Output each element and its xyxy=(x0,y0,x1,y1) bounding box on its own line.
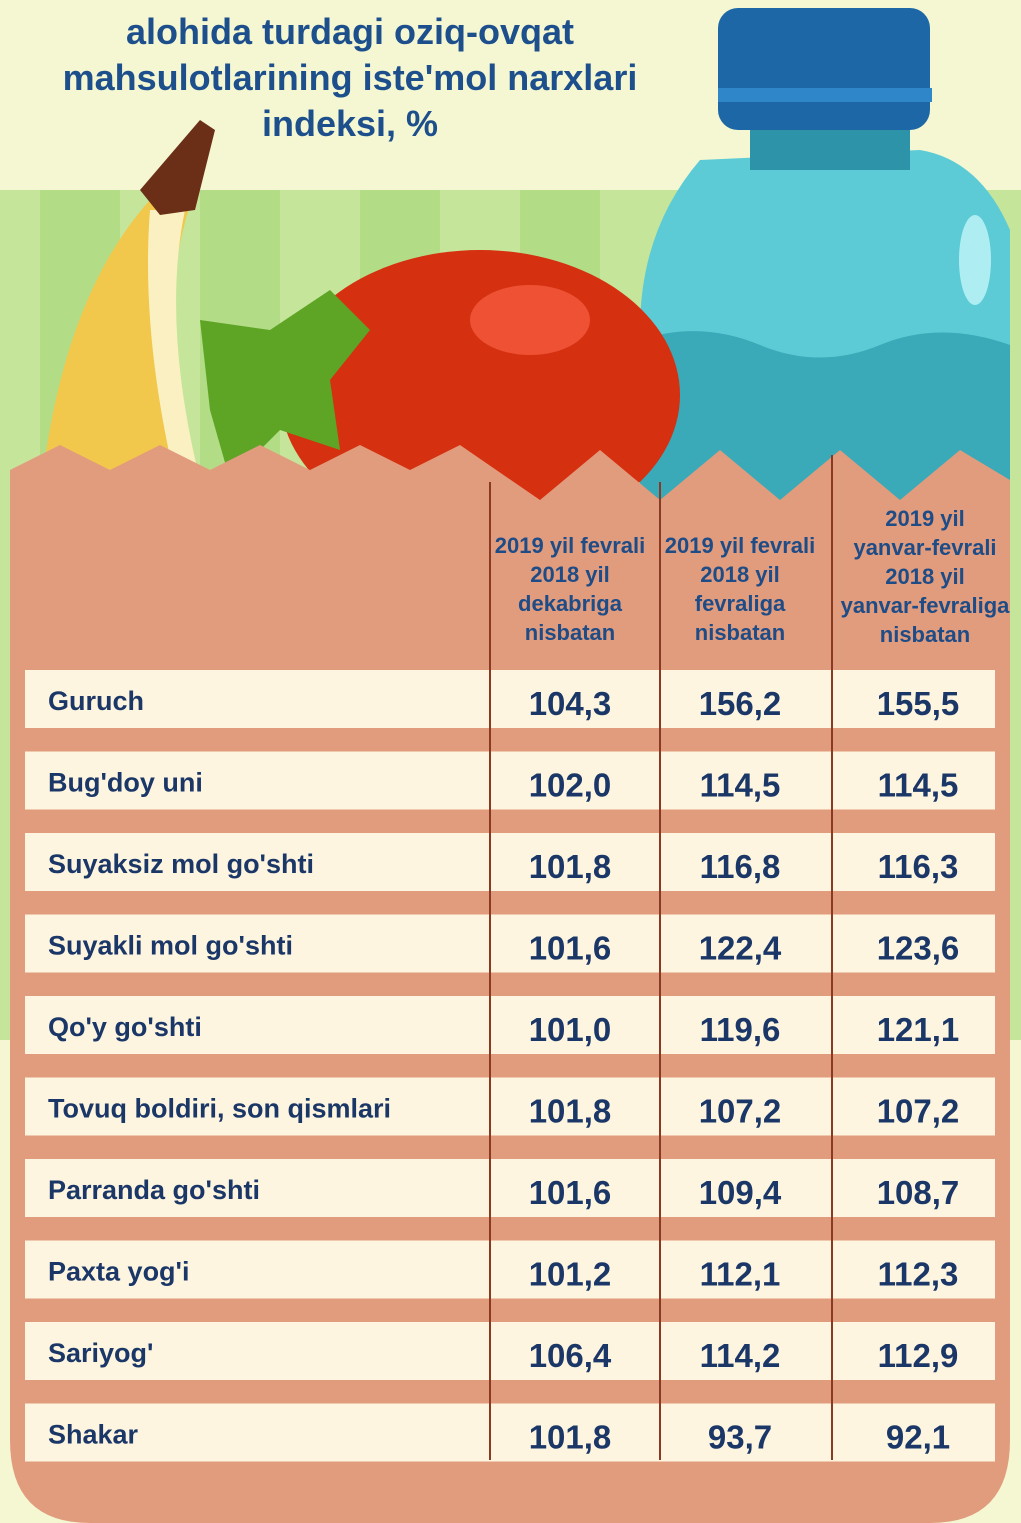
table-rows xyxy=(25,670,995,1462)
row-band xyxy=(25,833,995,891)
row-label: Suyakli mol go'shti xyxy=(48,931,293,961)
column-header: nisbatan xyxy=(525,620,615,645)
cell-value: 107,2 xyxy=(699,1093,782,1130)
row-band xyxy=(25,1403,995,1462)
row-band xyxy=(25,1240,995,1299)
cell-value: 101,8 xyxy=(529,848,612,885)
column-dividers xyxy=(489,455,833,1460)
cell-value: 102,0 xyxy=(529,767,612,804)
cell-value: 122,4 xyxy=(699,930,782,967)
cell-value: 109,4 xyxy=(699,1174,782,1211)
cell-value: 101,6 xyxy=(529,930,612,967)
cell-value: 112,3 xyxy=(878,1256,959,1293)
row-label: Suyaksiz mol go'shti xyxy=(48,849,314,879)
title-line: indeksi, % xyxy=(262,103,438,144)
cell-value: 121,1 xyxy=(877,1011,960,1048)
cell-value: 114,5 xyxy=(878,767,959,804)
column-header: nisbatan xyxy=(880,622,970,647)
row-label: Bug'doy uni xyxy=(48,768,203,798)
cell-value: 112,1 xyxy=(700,1256,781,1293)
row-label: Parranda go'shti xyxy=(48,1175,260,1205)
column-header: 2018 yil xyxy=(885,564,965,589)
row-band xyxy=(25,1322,995,1380)
title-line: mahsulotlarining iste'mol narxlari xyxy=(63,57,638,98)
row-band xyxy=(25,1077,995,1136)
cell-value: 114,5 xyxy=(700,767,781,804)
cell-value: 112,9 xyxy=(878,1337,959,1374)
cell-value: 116,3 xyxy=(878,848,959,885)
row-label: Qo'y go'shti xyxy=(48,1012,202,1042)
cell-value: 101,6 xyxy=(529,1174,612,1211)
row-label: Guruch xyxy=(48,686,144,716)
row-band xyxy=(25,670,995,728)
column-header: yanvar-fevrali xyxy=(853,535,996,560)
cell-value: 104,3 xyxy=(529,685,612,722)
cell-value: 108,7 xyxy=(877,1174,960,1211)
row-band xyxy=(25,1159,995,1217)
texts: alohida turdagi oziq-ovqat mahsulotlarini… xyxy=(48,11,1010,1456)
row-label: Tovuq boldiri, son qismlari xyxy=(48,1094,391,1124)
column-header: 2019 yil fevrali xyxy=(665,533,815,558)
column-header: nisbatan xyxy=(695,620,785,645)
column-header: 2018 yil xyxy=(530,562,610,587)
cell-value: 156,2 xyxy=(699,685,782,722)
row-band xyxy=(25,751,995,810)
cell-value: 93,7 xyxy=(708,1419,772,1456)
column-header: fevraliga xyxy=(695,591,786,616)
cell-value: 101,8 xyxy=(529,1093,612,1130)
column-header: 2019 yil fevrali xyxy=(495,533,645,558)
cell-value: 101,2 xyxy=(529,1256,612,1293)
cell-value: 106,4 xyxy=(529,1337,612,1374)
row-label: Sariyog' xyxy=(48,1338,153,1368)
cell-value: 155,5 xyxy=(877,685,960,722)
cell-value: 92,1 xyxy=(886,1419,950,1456)
cell-value: 107,2 xyxy=(877,1093,960,1130)
row-label: Shakar xyxy=(48,1420,139,1450)
row-band xyxy=(25,914,995,973)
row-band xyxy=(25,996,995,1054)
column-header: yanvar-fevraliga xyxy=(841,593,1011,618)
cell-value: 123,6 xyxy=(877,930,960,967)
cell-value: 101,8 xyxy=(529,1419,612,1456)
cell-value: 101,0 xyxy=(529,1011,612,1048)
row-label: Paxta yog'i xyxy=(48,1257,189,1287)
title-line: alohida turdagi oziq-ovqat xyxy=(126,11,574,52)
cell-value: 114,2 xyxy=(700,1337,781,1374)
cell-value: 119,6 xyxy=(700,1011,781,1048)
column-header: 2018 yil xyxy=(700,562,780,587)
banana xyxy=(40,120,215,500)
bottle xyxy=(640,8,1010,500)
column-header: 2019 yil xyxy=(885,506,965,531)
cell-value: 116,8 xyxy=(700,848,781,885)
column-header: dekabriga xyxy=(518,591,623,616)
